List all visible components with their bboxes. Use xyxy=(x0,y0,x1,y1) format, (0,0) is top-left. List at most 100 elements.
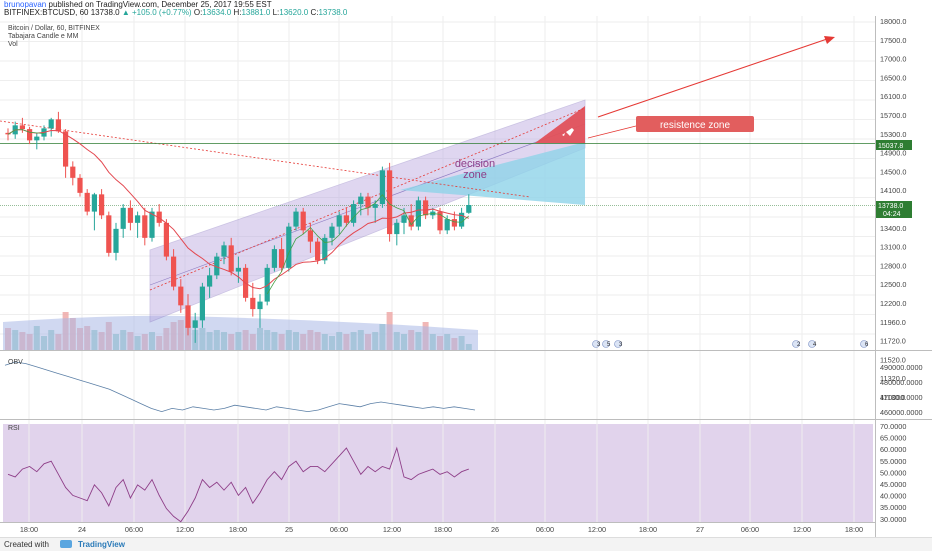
created-with-text: Created with xyxy=(4,540,49,549)
candle-body xyxy=(185,305,191,328)
tradingview-logo-icon xyxy=(60,540,72,548)
candle-body xyxy=(307,230,313,242)
price-tick-label: 14900.0 xyxy=(880,149,906,158)
obv-line xyxy=(4,361,476,413)
price-tick-label: 12500.0 xyxy=(880,280,906,289)
price-tick-label: 13400.0 xyxy=(880,224,906,233)
event-marker-icon xyxy=(792,340,800,348)
uptrend-line xyxy=(149,107,586,291)
candle-body xyxy=(235,267,241,272)
price-tick-label: 12800.0 xyxy=(880,261,906,270)
price-tick-label: 11960.0 xyxy=(880,318,906,327)
countdown-text: 04:24 xyxy=(883,211,901,218)
price-tick-label: 17500.0 xyxy=(880,36,906,45)
resistance-callout[interactable]: resistence zone xyxy=(636,116,754,132)
price-tick-label: 14500.0 xyxy=(880,167,906,176)
rsi-tick-label: 35.0000 xyxy=(880,503,906,512)
rsi-tick-label: 70.0000 xyxy=(880,422,906,431)
resistance-zone-area xyxy=(535,106,585,143)
candle-body xyxy=(451,219,457,227)
candle-body xyxy=(127,207,133,223)
price-tick-label: 16500.0 xyxy=(880,73,906,82)
time-tick-label: 12:00 xyxy=(176,525,194,534)
candle-body xyxy=(372,204,378,208)
obv-pane[interactable] xyxy=(0,351,875,419)
candle-body xyxy=(214,256,220,276)
candle-body xyxy=(279,249,285,268)
rsi-tick-label: 50.0000 xyxy=(880,468,906,477)
rocket-icon xyxy=(562,128,574,136)
candle-body xyxy=(5,132,11,135)
decision-zone-label-1: decision xyxy=(455,158,495,170)
price-tick-label: 16100.0 xyxy=(880,92,906,101)
candle-body xyxy=(293,211,299,227)
price-tick-label: 11320.0 xyxy=(880,374,906,383)
event-marker-icon xyxy=(614,340,622,348)
candle-body xyxy=(178,286,184,306)
close-value: 13738.0 xyxy=(318,8,348,17)
candle-body xyxy=(286,226,292,268)
current-price-badge: 13738.0 04:24 xyxy=(876,201,912,218)
candle-body xyxy=(163,222,169,257)
candle-body xyxy=(228,245,234,272)
candle-body xyxy=(257,301,263,310)
target-arrow-head xyxy=(824,36,835,44)
volume-bars xyxy=(3,312,478,350)
candle-body xyxy=(120,207,126,229)
time-tick-label: 18:00 xyxy=(229,525,247,534)
price-tick-label: 15700.0 xyxy=(880,111,906,120)
obv-label: OBV xyxy=(8,359,23,366)
obv-tick-label: 480000.0000 xyxy=(880,378,923,387)
resistance-label: resistence zone xyxy=(660,120,730,131)
rsi-line xyxy=(7,446,469,523)
time-tick-label: 06:00 xyxy=(536,525,554,534)
candle-body xyxy=(394,222,400,235)
candle-body xyxy=(358,196,364,205)
time-tick-label: 18:00 xyxy=(639,525,657,534)
candle-body xyxy=(207,275,213,287)
rsi-tick-label: 60.0000 xyxy=(880,445,906,454)
header-line-2: BITFINEX:BTCUSD, 60 13738.0 ▲ +105.0 (+0… xyxy=(4,8,347,17)
time-tick-label: 06:00 xyxy=(741,525,759,534)
axes: 18000.0 17500.0 17000.0 16500.0 16100.0 15700… xyxy=(20,17,923,534)
open-label: O: xyxy=(193,8,203,17)
candle-body xyxy=(415,200,421,227)
low-value: 13620.0 xyxy=(279,8,309,17)
time-tick-label: 12:00 xyxy=(383,525,401,534)
candle-body xyxy=(142,215,148,238)
candle-body xyxy=(336,215,342,227)
event-marker-icon xyxy=(860,340,868,348)
time-tick-label: 18:00 xyxy=(20,525,38,534)
target-arrow-line xyxy=(597,37,831,118)
rsi-tick-label: 65.0000 xyxy=(880,434,906,443)
time-tick-label: 06:00 xyxy=(330,525,348,534)
symbol-label: BITFINEX:BTCUSD, 60 xyxy=(4,8,89,17)
candle-body xyxy=(365,196,371,208)
price-tick-label: 12200.0 xyxy=(880,299,906,308)
tradingview-brand[interactable]: TradingView xyxy=(78,540,125,549)
price-tick-label: 14100.0 xyxy=(880,186,906,195)
candle-body xyxy=(199,286,205,321)
candle-body xyxy=(27,129,33,141)
candle-body xyxy=(322,237,328,261)
obv-tick-label: 490000.0000 xyxy=(880,363,923,372)
time-tick-label: 27 xyxy=(696,525,704,534)
close-label: C: xyxy=(310,8,319,17)
time-tick-label: 12:00 xyxy=(588,525,606,534)
resistance-price-text: 15037.8 xyxy=(878,143,903,150)
event-marker-label: 3 xyxy=(619,342,623,348)
event-marker-label: 6 xyxy=(865,342,869,348)
obv-tick-label: 460000.0000 xyxy=(880,408,923,417)
rsi-tick-label: 40.0000 xyxy=(880,492,906,501)
author-link[interactable]: brunopavan xyxy=(4,0,47,9)
rsi-tick-label: 55.0000 xyxy=(880,457,906,466)
candle-body xyxy=(192,320,198,328)
moving-average-line xyxy=(7,129,469,290)
candle-body xyxy=(156,211,162,223)
candle-body xyxy=(423,200,429,216)
candle-body xyxy=(55,119,61,132)
open-value: 13634.0 xyxy=(202,8,232,17)
event-marker-label: 2 xyxy=(797,342,801,348)
